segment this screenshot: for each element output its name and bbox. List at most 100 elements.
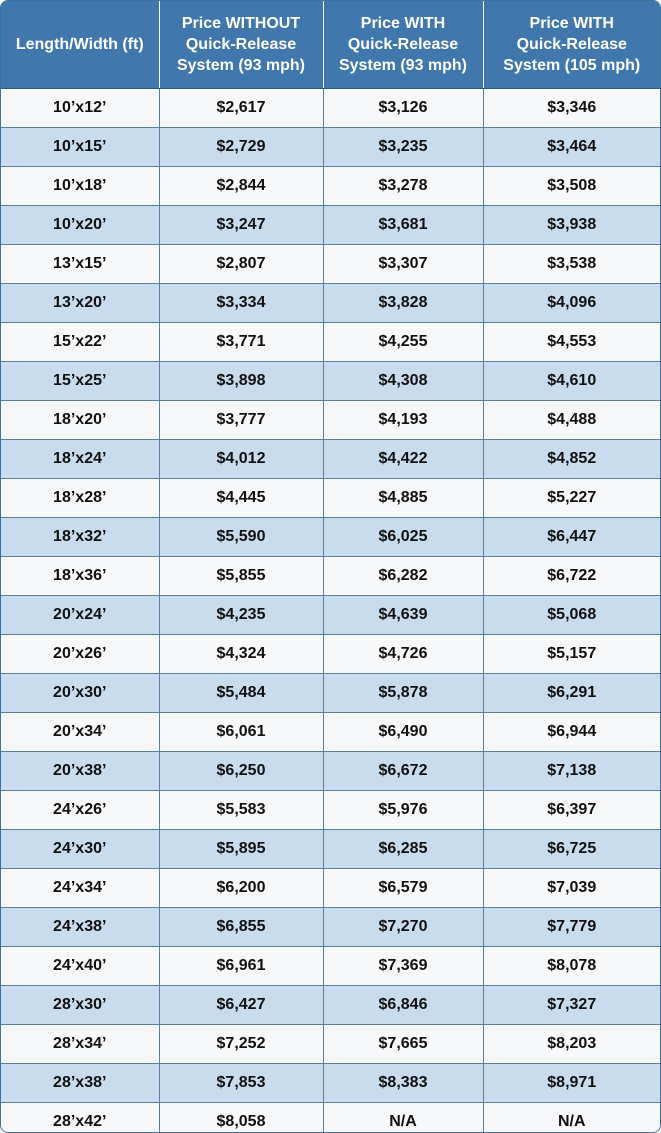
cell-price-without-qr-93: $3,247 <box>159 205 324 245</box>
cell-price-with-qr-93: $3,126 <box>323 88 484 128</box>
cell-size: 24’x26’ <box>1 790 160 830</box>
cell-price-with-qr-93: $4,422 <box>323 439 484 479</box>
cell-price-with-qr-105: $6,722 <box>483 556 660 596</box>
cell-size: 10’x18’ <box>1 166 160 206</box>
cell-price-without-qr-93: $8,058 <box>159 1102 324 1132</box>
cell-price-without-qr-93: $6,061 <box>159 712 324 752</box>
cell-price-without-qr-93: $5,484 <box>159 673 324 713</box>
cell-size: 13’x15’ <box>1 244 160 284</box>
header-line: Price WITHOUT <box>181 15 301 32</box>
cell-price-with-qr-105: $7,138 <box>483 751 660 791</box>
table-row: 18’x28’ $4,445 $4,885 $5,227 <box>1 478 660 518</box>
table-row: 24’x26’ $5,583 $5,976 $6,397 <box>1 790 660 830</box>
table-row: 28’x42’ $8,058 N/A N/A <box>1 1102 660 1132</box>
table-header: Length/Width (ft) Price WITHOUT Quick-Re… <box>1 1 660 89</box>
cell-size: 10’x20’ <box>1 205 160 245</box>
cell-price-with-qr-93: $7,369 <box>323 946 484 986</box>
cell-price-with-qr-93: $3,681 <box>323 205 484 245</box>
cell-price-with-qr-93: $6,025 <box>323 517 484 557</box>
header-price-without-qr-93: Price WITHOUT Quick-Release System (93 m… <box>159 1 324 89</box>
cell-price-without-qr-93: $2,807 <box>159 244 324 284</box>
cell-price-with-qr-105: $4,610 <box>483 361 660 401</box>
cell-size: 18’x28’ <box>1 478 160 518</box>
cell-price-with-qr-93: $6,490 <box>323 712 484 752</box>
header-line: System (93 mph) <box>338 57 468 74</box>
header-line: System (105 mph) <box>503 57 641 74</box>
table-row: 10’x20’ $3,247 $3,681 $3,938 <box>1 205 660 245</box>
cell-price-with-qr-105: $6,397 <box>483 790 660 830</box>
table-row: 20’x24’ $4,235 $4,639 $5,068 <box>1 595 660 635</box>
cell-size: 20’x30’ <box>1 673 160 713</box>
cell-price-with-qr-105: $4,488 <box>483 400 660 440</box>
table-row: 18’x32’ $5,590 $6,025 $6,447 <box>1 517 660 557</box>
cell-size: 20’x26’ <box>1 634 160 674</box>
header-price-with-qr-105: Price WITH Quick-Release System (105 mph… <box>483 1 660 89</box>
cell-price-with-qr-105: $3,346 <box>483 88 660 128</box>
cell-price-with-qr-93: $6,846 <box>323 985 484 1025</box>
cell-price-with-qr-93: $6,672 <box>323 751 484 791</box>
cell-size: 15’x25’ <box>1 361 160 401</box>
table-row: 28’x34’ $7,252 $7,665 $8,203 <box>1 1024 660 1064</box>
cell-price-without-qr-93: $7,252 <box>159 1024 324 1064</box>
cell-price-without-qr-93: $5,583 <box>159 790 324 830</box>
cell-price-with-qr-93: $6,285 <box>323 829 484 869</box>
table-row: 13’x15’ $2,807 $3,307 $3,538 <box>1 244 660 284</box>
cell-size: 24’x30’ <box>1 829 160 869</box>
cell-price-with-qr-105: $3,938 <box>483 205 660 245</box>
cell-price-with-qr-93: $3,235 <box>323 127 484 167</box>
cell-price-without-qr-93: $3,777 <box>159 400 324 440</box>
cell-price-without-qr-93: $5,895 <box>159 829 324 869</box>
cell-price-with-qr-105: $7,327 <box>483 985 660 1025</box>
cell-price-without-qr-93: $5,855 <box>159 556 324 596</box>
table-row: 10’x15’ $2,729 $3,235 $3,464 <box>1 127 660 167</box>
table-row: 24’x38’ $6,855 $7,270 $7,779 <box>1 907 660 947</box>
cell-size: 18’x20’ <box>1 400 160 440</box>
cell-price-without-qr-93: $7,853 <box>159 1063 324 1103</box>
cell-size: 24’x38’ <box>1 907 160 947</box>
table-row: 24’x30’ $5,895 $6,285 $6,725 <box>1 829 660 869</box>
cell-price-with-qr-105: $3,464 <box>483 127 660 167</box>
cell-size: 28’x30’ <box>1 985 160 1025</box>
cell-price-with-qr-93: N/A <box>323 1102 484 1132</box>
cell-price-with-qr-93: $4,308 <box>323 361 484 401</box>
table-row: 28’x30’ $6,427 $6,846 $7,327 <box>1 985 660 1025</box>
cell-size: 20’x34’ <box>1 712 160 752</box>
table-row: 15’x25’ $3,898 $4,308 $4,610 <box>1 361 660 401</box>
cell-price-with-qr-105: $7,779 <box>483 907 660 947</box>
cell-price-without-qr-93: $6,961 <box>159 946 324 986</box>
cell-size: 24’x34’ <box>1 868 160 908</box>
table-row: 20’x34’ $6,061 $6,490 $6,944 <box>1 712 660 752</box>
cell-size: 28’x34’ <box>1 1024 160 1064</box>
cell-size: 18’x32’ <box>1 517 160 557</box>
cell-price-with-qr-93: $4,193 <box>323 400 484 440</box>
cell-price-with-qr-93: $4,639 <box>323 595 484 635</box>
table-body: 10’x12’ $2,617 $3,126 $3,346 10’x15’ $2,729 $3… <box>1 88 660 1132</box>
cell-price-with-qr-105: N/A <box>483 1102 660 1132</box>
table-row: 24’x40’ $6,961 $7,369 $8,078 <box>1 946 660 986</box>
cell-size: 20’x38’ <box>1 751 160 791</box>
cell-price-with-qr-93: $6,282 <box>323 556 484 596</box>
cell-size: 10’x12’ <box>1 88 160 128</box>
table-row: 20’x30’ $5,484 $5,878 $6,291 <box>1 673 660 713</box>
table-row: 10’x12’ $2,617 $3,126 $3,346 <box>1 88 660 128</box>
cell-price-with-qr-105: $4,553 <box>483 322 660 362</box>
table-row: 20’x26’ $4,324 $4,726 $5,157 <box>1 634 660 674</box>
cell-size: 28’x42’ <box>1 1102 160 1132</box>
cell-price-with-qr-105: $8,203 <box>483 1024 660 1064</box>
table-row: 18’x20’ $3,777 $4,193 $4,488 <box>1 400 660 440</box>
table-row: 20’x38’ $6,250 $6,672 $7,138 <box>1 751 660 791</box>
cell-size: 13’x20’ <box>1 283 160 323</box>
cell-size: 24’x40’ <box>1 946 160 986</box>
cell-price-without-qr-93: $6,427 <box>159 985 324 1025</box>
cell-price-with-qr-93: $4,885 <box>323 478 484 518</box>
cell-price-with-qr-105: $6,725 <box>483 829 660 869</box>
cell-size: 28’x38’ <box>1 1063 160 1103</box>
cell-price-without-qr-93: $5,590 <box>159 517 324 557</box>
cell-size: 20’x24’ <box>1 595 160 635</box>
header-row: Length/Width (ft) Price WITHOUT Quick-Re… <box>1 1 660 89</box>
table-row: 28’x38’ $7,853 $8,383 $8,971 <box>1 1063 660 1103</box>
cell-price-with-qr-105: $7,039 <box>483 868 660 908</box>
cell-size: 10’x15’ <box>1 127 160 167</box>
